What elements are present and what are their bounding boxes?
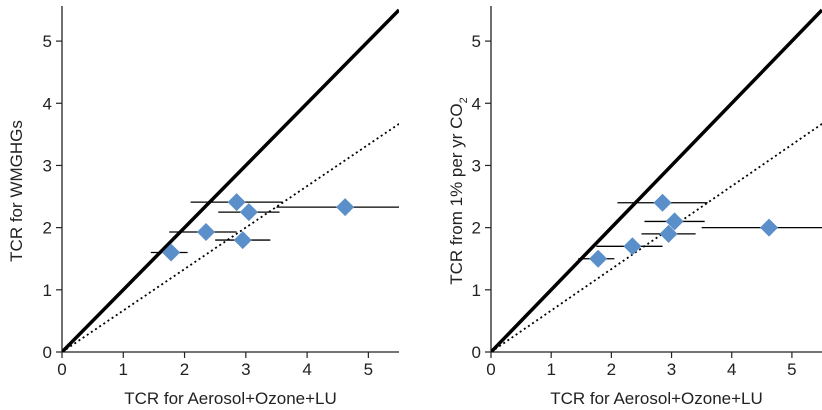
x-tick-label: 5 [787,360,796,379]
y-tick-label: 4 [472,94,481,113]
x-tick-label: 4 [302,360,311,379]
x-tick-label: 0 [486,360,495,379]
dotted-reference-line [491,123,822,352]
data-point-diamond [239,203,258,222]
y-axis-label: TCR for WMGHGs [7,120,26,262]
data-point-diamond [233,231,252,250]
x-tick-label: 2 [180,360,189,379]
one-to-one-line [62,8,399,352]
x-tick-label: 5 [364,360,373,379]
x-tick-label: 0 [57,360,66,379]
y-tick-label: 1 [43,281,52,300]
y-axis-label-text: TCR from 1% per yr CO [447,103,466,284]
y-tick-label: 2 [43,219,52,238]
x-tick-label: 1 [119,360,128,379]
data-point-diamond [589,249,608,268]
data-point-diamond [659,224,678,243]
y-tick-label: 3 [43,156,52,175]
y-axis-label-subscript: 2 [458,97,470,103]
y-tick-label: 5 [43,32,52,51]
data-point-diamond [653,193,672,212]
y-tick-label: 2 [472,219,481,238]
x-tick-label: 3 [241,360,250,379]
left-panel: 0 1 2 3 4 5 0 1 2 3 4 5 TCR for Aerosol+Ozone+LU TCR … [7,6,399,408]
data-point-diamond [227,193,246,212]
y-tick-label: 0 [472,343,481,362]
x-tick-label: 3 [667,360,676,379]
x-axis-label: TCR for Aerosol+Ozone+LU [124,389,337,408]
right-panel: 0 1 2 3 4 5 0 1 2 3 4 5 TCR for Aerosol+Ozone+LU TCR … [447,6,822,408]
x-tick-label: 4 [727,360,736,379]
dotted-reference-line [62,123,399,352]
data-point-diamond [162,243,181,262]
data-point-diamond [196,222,215,241]
data-point-diamond [623,237,642,256]
data-point-diamond [760,218,779,237]
y-axis-label: TCR from 1% per yr CO2 [447,97,470,284]
x-axis-label: TCR for Aerosol+Ozone+LU [550,389,763,408]
one-to-one-line [491,8,822,352]
x-tick-label: 1 [546,360,555,379]
x-tick-label: 2 [607,360,616,379]
y-tick-label: 5 [472,32,481,51]
y-axis-label-text: TCR for WMGHGs [7,120,26,262]
data-point-diamond [665,212,684,231]
y-tick-label: 1 [472,281,481,300]
y-tick-label: 0 [43,343,52,362]
y-tick-label: 4 [43,94,52,113]
data-point-diamond [336,198,355,217]
y-tick-label: 3 [472,156,481,175]
